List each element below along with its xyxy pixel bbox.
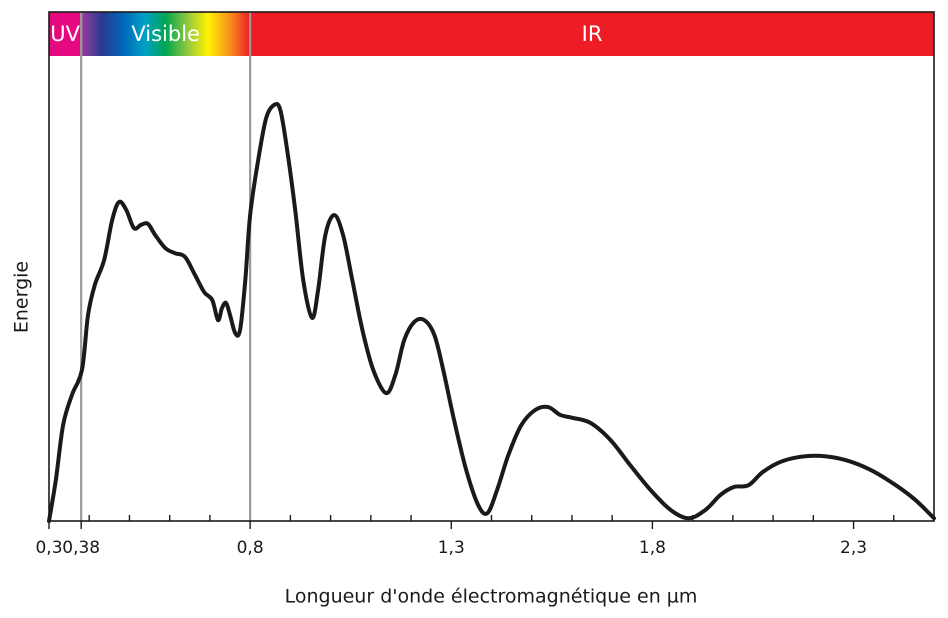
spectrum-band [250, 12, 935, 56]
spectrum-line [47, 101, 936, 523]
spectrum-band [49, 12, 82, 56]
x-tick-label: 0,38 [62, 538, 100, 558]
x-tick-label: 1,8 [639, 538, 666, 558]
spectrum-band [81, 12, 251, 56]
x-tick-label: 2,3 [840, 538, 867, 558]
band-label: IR [582, 22, 603, 46]
band-label: Visible [131, 22, 200, 46]
x-tick-label: 0,3 [35, 538, 62, 558]
x-tick-label: 1,3 [438, 538, 465, 558]
y-axis-label: Energie [11, 261, 33, 333]
x-axis-label: Longueur d'onde électromagnétique en µm [285, 586, 698, 608]
x-tick-label: 0,8 [237, 538, 264, 558]
band-label: UV [50, 22, 80, 46]
plot-frame [48, 11, 935, 522]
